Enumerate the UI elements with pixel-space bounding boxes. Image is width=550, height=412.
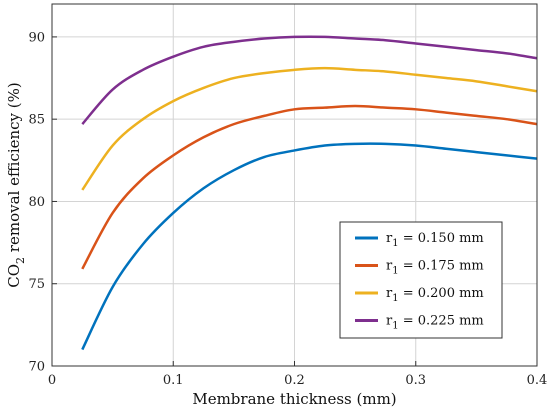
- series-line-3: [81, 66, 538, 191]
- legend-label-prefix: r: [386, 259, 393, 274]
- legend-label-prefix: r: [386, 231, 393, 246]
- y-tick-label: 70: [28, 360, 45, 375]
- legend-label-1: r1 = 0.150 mm: [386, 231, 484, 249]
- y-tick-label: 80: [28, 195, 45, 210]
- x-axis-title: Membrane thickness (mm): [192, 390, 396, 408]
- x-axis-ticks: 0 0.1 0.2 0.3 0.4: [48, 361, 547, 388]
- legend-label-prefix: r: [386, 314, 393, 329]
- x-tick-label: 0.4: [527, 373, 548, 388]
- y-axis-title-part-sub: 2: [14, 257, 27, 264]
- series-line-4: [81, 35, 538, 125]
- series-lines: [81, 35, 538, 351]
- x-tick-label: 0.1: [163, 373, 184, 388]
- x-tick-label: 0.2: [284, 373, 305, 388]
- y-axis-title-part-rest: removal efficiency (%): [5, 82, 23, 257]
- legend-label-sub: 1: [392, 321, 398, 332]
- y-tick-label: 90: [28, 30, 45, 45]
- y-axis-ticks: 70 75 80 85 90: [28, 30, 57, 375]
- legend-label-sub: 1: [392, 293, 398, 304]
- x-tick-label: 0: [48, 373, 56, 388]
- legend-label-prefix: r: [386, 286, 393, 301]
- x-tick-label: 0.3: [405, 373, 426, 388]
- legend-label-2: r1 = 0.175 mm: [386, 259, 484, 277]
- legend-label-sub: 1: [392, 238, 398, 249]
- legend-label-sub: 1: [392, 266, 398, 277]
- legend-label-3: r1 = 0.200 mm: [386, 286, 484, 304]
- legend-label-4: r1 = 0.225 mm: [386, 314, 484, 332]
- legend-label-suffix: = 0.150 mm: [399, 231, 484, 246]
- series-line-2: [81, 104, 538, 270]
- y-tick-label: 85: [28, 113, 45, 128]
- y-axis-title-part-main: CO: [5, 264, 23, 288]
- legend-box: [339, 221, 503, 339]
- series-line-1: [81, 142, 538, 351]
- legend-label-suffix: = 0.225 mm: [399, 314, 484, 329]
- legend-label-suffix: = 0.175 mm: [399, 259, 484, 274]
- legend-label-suffix: = 0.200 mm: [399, 286, 484, 301]
- y-axis-title: CO2 removal efficiency (%): [5, 82, 27, 288]
- y-tick-label: 75: [28, 277, 45, 292]
